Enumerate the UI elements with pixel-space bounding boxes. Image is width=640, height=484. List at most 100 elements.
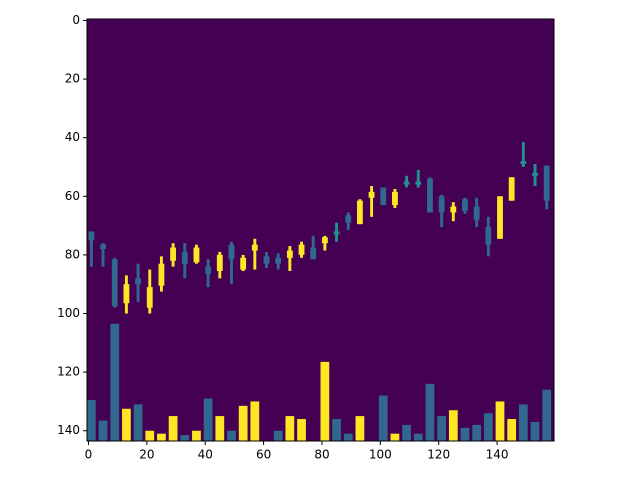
volume-bar — [297, 419, 306, 441]
candle-body — [251, 244, 258, 251]
y-tick-label: 140 — [57, 423, 80, 437]
candle-body — [88, 231, 95, 241]
volume-bar — [320, 361, 330, 441]
candle-body — [146, 287, 153, 308]
y-tick-label: 120 — [57, 365, 80, 379]
volume-bar — [472, 424, 482, 441]
y-tick-label: 80 — [65, 247, 80, 261]
candle-wick — [101, 243, 105, 267]
candle-body — [228, 244, 235, 260]
volume-bar — [168, 416, 178, 441]
candle-body — [356, 200, 363, 225]
candle-body — [216, 254, 223, 272]
volume-bar — [285, 416, 295, 441]
candle-body — [473, 206, 480, 220]
x-tick-label: 0 — [85, 448, 93, 462]
volume-bar — [87, 399, 96, 441]
candle-body — [415, 181, 422, 185]
candle-body — [275, 257, 282, 264]
y-tick-label: 20 — [65, 72, 80, 86]
candle-body — [380, 187, 387, 206]
candle-body — [485, 227, 492, 245]
candle-wick — [230, 241, 233, 285]
volume-bar — [273, 430, 283, 441]
volume-bar — [332, 419, 341, 441]
volume-bar — [448, 410, 458, 441]
candle-body — [508, 177, 515, 201]
candle-wick — [89, 231, 93, 267]
y-tick-label: 0 — [72, 13, 80, 27]
candle-wick — [253, 238, 257, 270]
volume-bar — [390, 433, 400, 441]
candle-body — [298, 244, 305, 255]
volume-bar — [355, 416, 365, 441]
candle-body — [333, 231, 340, 235]
volume-bar — [203, 398, 213, 441]
candle-body — [368, 191, 375, 198]
volume-bar — [378, 395, 388, 441]
x-tick-label: 80 — [314, 448, 329, 462]
y-tick-label: 60 — [65, 189, 80, 203]
volume-bar — [413, 433, 423, 441]
x-tick-label: 40 — [198, 448, 213, 462]
volume-bar — [238, 405, 248, 441]
volume-bar — [530, 421, 540, 441]
candle-body — [543, 165, 550, 201]
x-tick-label: 120 — [427, 448, 450, 462]
y-tick-label: 40 — [65, 130, 80, 144]
candle-body — [450, 206, 457, 213]
candle-body — [193, 247, 200, 263]
volume-bar — [192, 430, 201, 441]
x-tick-label: 140 — [486, 448, 509, 462]
volume-bar — [250, 401, 260, 441]
volume-bar — [343, 433, 353, 441]
volume-bar — [495, 401, 505, 441]
candle-body — [111, 259, 118, 307]
candle-body — [462, 199, 468, 211]
x-tick-label: 100 — [369, 448, 392, 462]
candle-body — [345, 215, 352, 223]
volume-bar — [460, 427, 470, 441]
candle-body — [310, 247, 317, 260]
candle-body — [100, 244, 106, 250]
candle-body — [438, 196, 445, 213]
x-tick-label: 20 — [139, 448, 154, 462]
candle-body — [181, 251, 188, 264]
y-tick-label: 100 — [57, 306, 80, 320]
candle-body — [205, 266, 212, 274]
volume-bar — [507, 419, 517, 441]
candle-body — [497, 196, 503, 239]
volume-bar — [215, 416, 225, 441]
volume-bar — [98, 420, 108, 441]
volume-bar — [542, 389, 552, 441]
candle-body — [158, 263, 165, 286]
volume-bar — [437, 416, 447, 441]
candle-body — [520, 161, 527, 165]
volume-bar — [483, 413, 493, 441]
volume-bar — [227, 430, 236, 441]
candle-body — [427, 178, 433, 213]
candle-wick — [288, 246, 292, 272]
candle-wick — [521, 142, 525, 167]
candle-body — [135, 278, 141, 285]
candle-body — [240, 257, 247, 270]
volume-bar — [145, 430, 155, 441]
candle-wick — [370, 186, 374, 217]
axes-frame — [86, 18, 555, 442]
candle-body — [123, 284, 130, 304]
candle-body — [263, 256, 270, 264]
volume-bar — [402, 424, 411, 441]
volume-bar — [110, 323, 120, 441]
candle-body — [286, 250, 293, 258]
candle-body — [532, 172, 538, 176]
candle-body — [170, 247, 177, 261]
volume-bar — [425, 383, 435, 441]
candle-body — [321, 237, 328, 244]
candle-body — [392, 191, 398, 206]
volume-bar — [157, 433, 166, 441]
candle-body — [403, 181, 410, 185]
volume-bar — [122, 408, 131, 441]
volume-bar — [180, 435, 190, 441]
volume-bar — [518, 404, 528, 441]
